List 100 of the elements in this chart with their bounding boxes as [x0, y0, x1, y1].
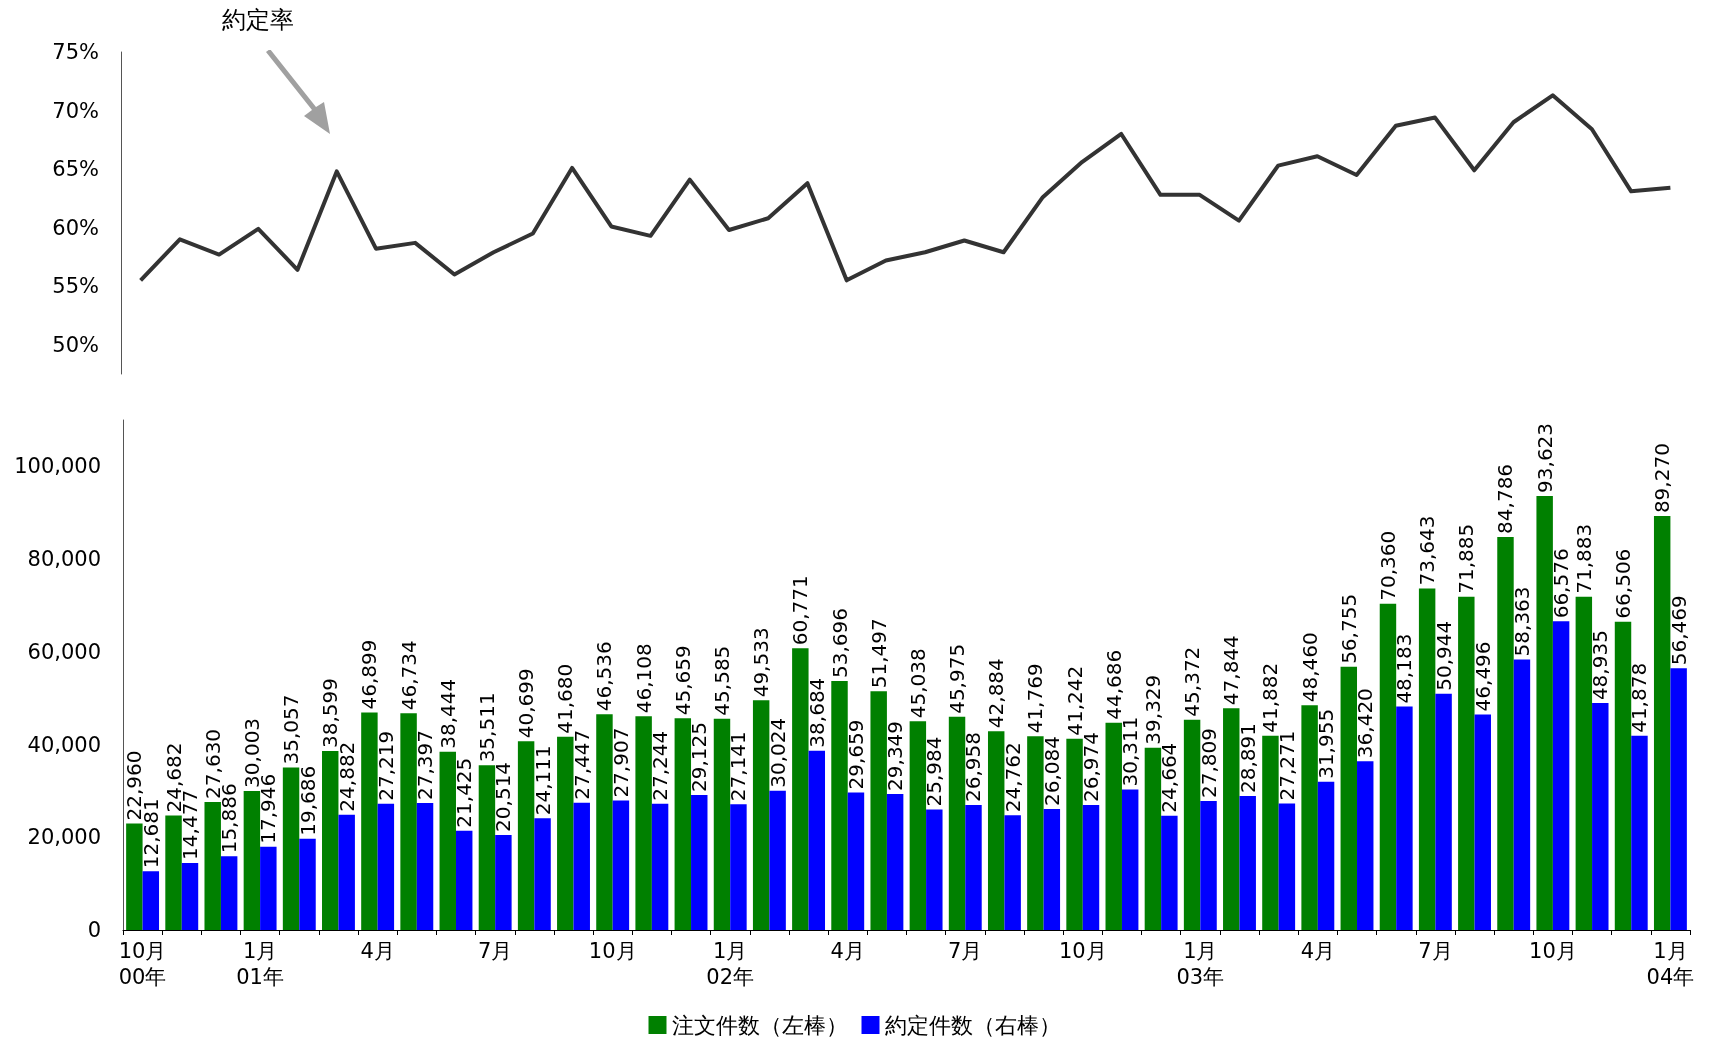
data-label: 41,878	[1627, 662, 1652, 733]
data-label: 27,809	[1196, 728, 1221, 799]
bar	[635, 716, 652, 930]
data-label: 27,141	[726, 731, 751, 802]
y-tick-label: 55%	[52, 274, 99, 299]
data-label: 41,769	[1023, 663, 1048, 734]
data-label: 73,643	[1415, 515, 1440, 586]
x-tick-label: 10月	[1529, 939, 1577, 963]
bar	[1043, 809, 1061, 930]
bar	[1066, 738, 1083, 930]
y-tick-label: 20,000	[27, 825, 101, 850]
data-label: 27,447	[569, 729, 594, 800]
data-label: 27,397	[413, 729, 438, 800]
bar	[400, 713, 417, 930]
data-label: 51,497	[866, 618, 891, 689]
bar	[1474, 714, 1491, 930]
data-label: 89,270	[1650, 443, 1675, 514]
x-tick-label: 7月	[1418, 939, 1453, 963]
bar	[243, 790, 261, 930]
y-tick-label: 0	[87, 918, 101, 942]
y-tick-label: 40,000	[27, 732, 101, 757]
data-label: 66,506	[1611, 548, 1636, 619]
data-label: 46,899	[357, 639, 382, 710]
data-label: 35,511	[474, 692, 499, 763]
legend-label: 注文件数（左棒）	[671, 1012, 848, 1038]
bar	[126, 823, 143, 930]
data-label: 35,057	[279, 694, 304, 765]
data-label: 19,686	[295, 765, 320, 836]
bar	[1670, 668, 1687, 930]
bar	[517, 741, 535, 930]
x-tick-label: 7月	[477, 939, 513, 963]
data-label: 42,884	[984, 658, 1009, 729]
x-tick-label: 1月 03年	[1176, 939, 1225, 989]
data-label: 46,108	[631, 643, 656, 714]
bar	[808, 750, 826, 930]
data-label: 53,696	[827, 608, 852, 679]
bar	[1301, 705, 1318, 930]
data-label: 66,576	[1549, 548, 1574, 619]
bar	[987, 731, 1005, 930]
bar	[1161, 815, 1178, 930]
data-label: 26,958	[961, 732, 986, 803]
y-tick-label: 80,000	[27, 547, 101, 572]
x-tick-label: 4月	[830, 939, 865, 963]
data-label: 45,975	[945, 643, 970, 714]
bar	[886, 793, 904, 930]
y-tick-label: 60%	[52, 215, 99, 240]
data-label: 48,460	[1297, 632, 1322, 703]
data-label: 56,755	[1336, 593, 1361, 664]
bar	[165, 815, 182, 930]
data-label: 49,533	[749, 627, 774, 698]
bar	[1004, 815, 1021, 930]
bar	[612, 800, 630, 930]
bar	[1105, 722, 1122, 930]
data-label: 39,329	[1140, 674, 1165, 745]
data-label: 45,038	[905, 648, 930, 719]
bar	[299, 838, 316, 930]
legend-label: 約定件数（右棒）	[884, 1012, 1061, 1038]
bar	[674, 718, 692, 930]
data-label: 45,659	[670, 645, 695, 716]
bar	[338, 814, 355, 930]
bar	[416, 802, 434, 930]
bar	[142, 871, 160, 930]
bar	[1223, 708, 1240, 930]
bar	[1552, 621, 1570, 930]
data-label: 84,786	[1493, 463, 1518, 534]
bar	[495, 834, 512, 930]
data-label: 50,944	[1431, 620, 1456, 691]
data-label: 71,885	[1454, 523, 1479, 594]
bar	[282, 767, 300, 930]
data-label: 93,623	[1532, 422, 1557, 493]
bar	[534, 818, 551, 930]
x-tick-label: 10月 00年	[118, 939, 167, 989]
bar	[1200, 801, 1217, 930]
bar	[377, 803, 395, 930]
data-label: 20,514	[491, 761, 516, 832]
bar	[573, 802, 590, 930]
data-label: 71,883	[1571, 523, 1596, 594]
bar	[965, 805, 982, 930]
y-tick-label: 100,000	[14, 454, 101, 479]
bar	[361, 712, 378, 930]
data-label: 29,659	[843, 719, 868, 790]
x-tick-label: 1月 01年	[236, 939, 284, 989]
bar	[1435, 693, 1452, 930]
bar	[181, 862, 199, 930]
bar	[792, 648, 809, 930]
bar	[1497, 536, 1514, 930]
bar	[926, 809, 943, 930]
line-series	[138, 93, 1673, 283]
bar	[1653, 516, 1671, 930]
text: 約定率	[222, 6, 294, 34]
data-label: 29,349	[883, 720, 908, 791]
data-label: 48,183	[1392, 633, 1417, 704]
data-label: 26,084	[1039, 736, 1064, 807]
bar	[1121, 789, 1139, 930]
data-label: 41,882	[1258, 662, 1283, 733]
x-tick-label: 10月	[1058, 939, 1107, 963]
data-label: 36,420	[1353, 688, 1378, 759]
data-label: 45,585	[709, 645, 734, 716]
data-label: 27,907	[608, 727, 633, 798]
y-tick-label: 65%	[52, 157, 99, 182]
